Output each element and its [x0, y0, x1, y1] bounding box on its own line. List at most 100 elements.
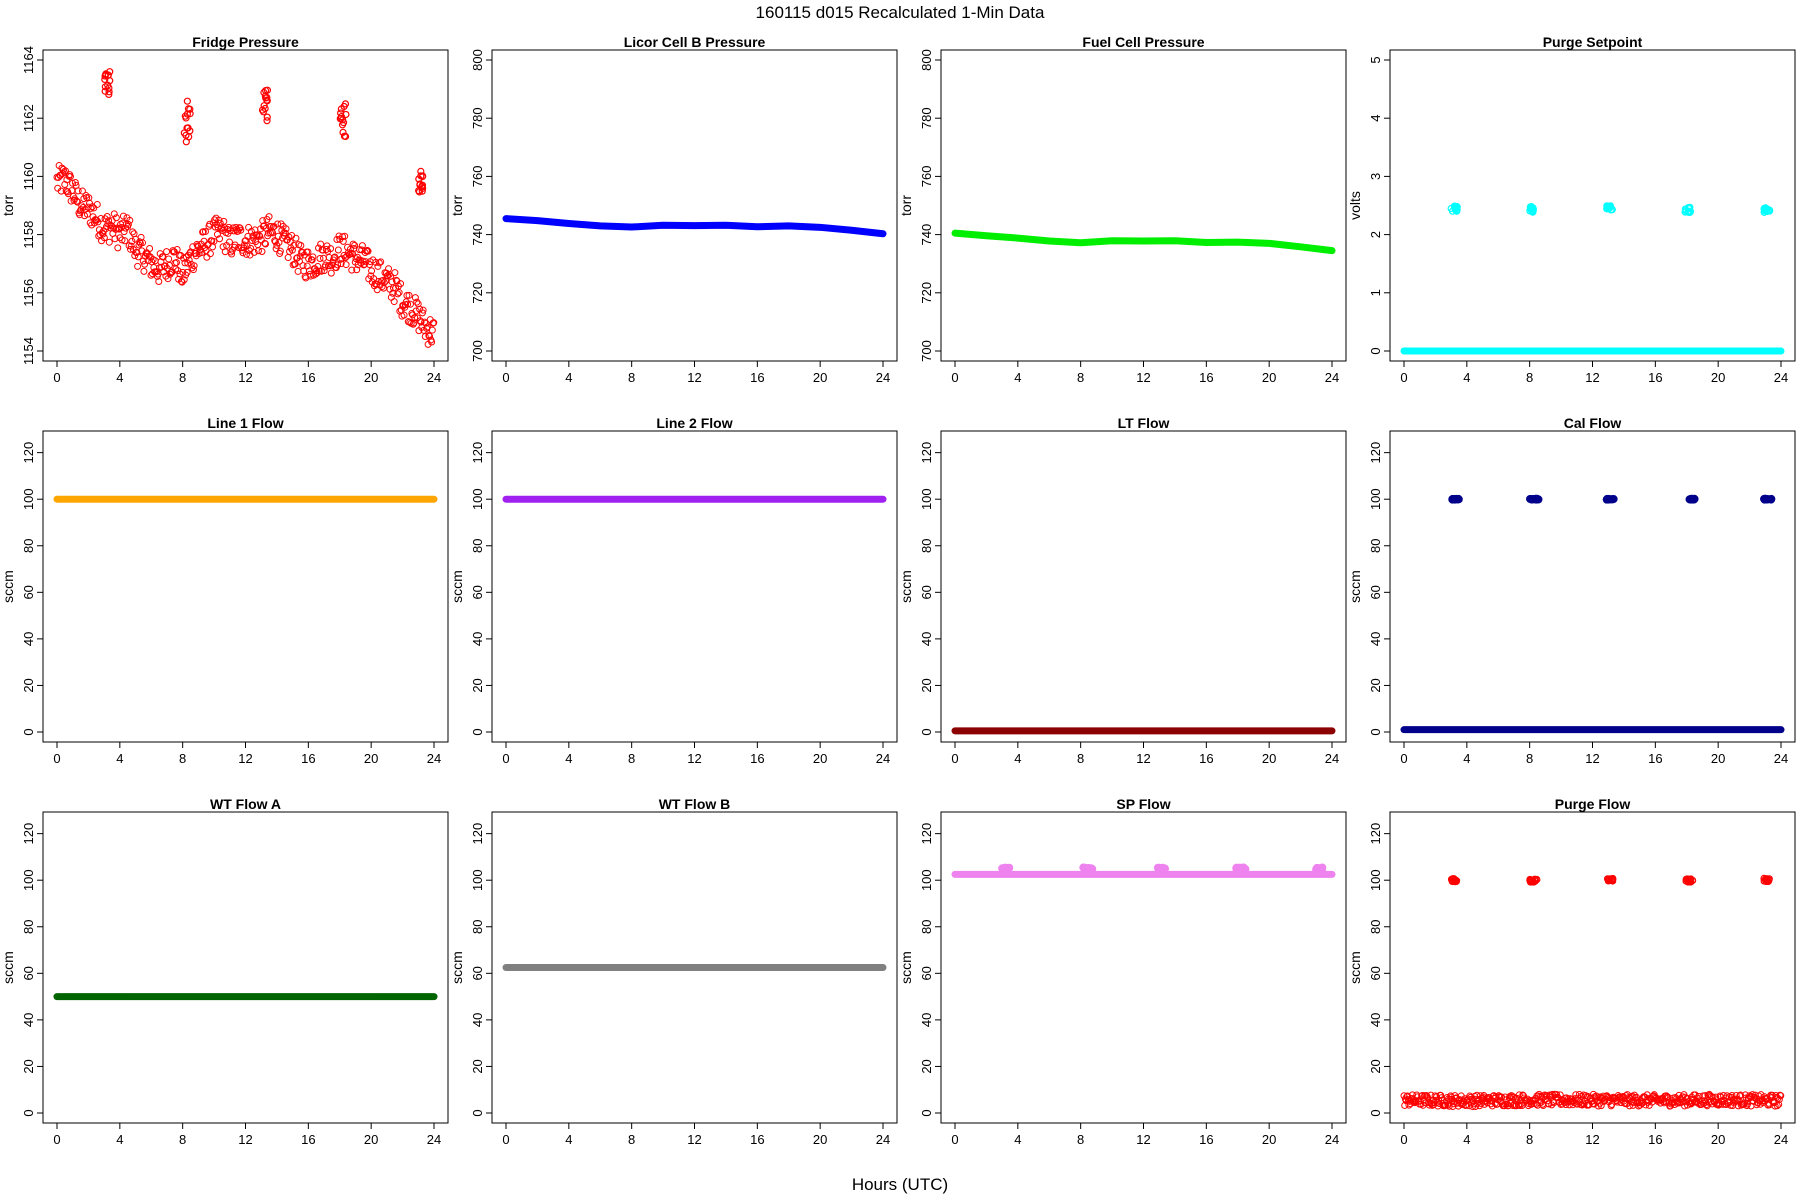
y-tick-label: 3	[1368, 173, 1383, 180]
data-point	[1486, 1094, 1494, 1102]
y-tick-label: 1162	[21, 104, 36, 132]
x-tick-label: 8	[179, 751, 186, 766]
plot-frame	[491, 49, 898, 362]
data-point	[1556, 1091, 1564, 1099]
data-point	[144, 257, 152, 265]
x-tick-label: 0	[1400, 751, 1407, 766]
data-point	[216, 235, 224, 243]
y-tick-label: 0	[1368, 728, 1383, 735]
data-point	[199, 228, 207, 236]
x-tick-label: 8	[628, 751, 635, 766]
data-point	[93, 216, 101, 224]
x-tick-label: 12	[238, 370, 252, 385]
y-tick-label: 700	[919, 340, 934, 362]
data-point	[139, 239, 147, 247]
data-point	[206, 220, 214, 228]
x-tick-label: 4	[1463, 1132, 1470, 1147]
y-tick-label: 80	[470, 920, 485, 934]
data-point	[319, 254, 327, 262]
spike-point	[1313, 864, 1322, 873]
data-point	[337, 260, 345, 268]
x-tick-label: 16	[750, 751, 764, 766]
x-tick-label: 24	[427, 370, 441, 385]
data-point	[1756, 1097, 1764, 1105]
y-tick-label: 20	[470, 1059, 485, 1073]
spike-point	[101, 83, 109, 91]
y-tick-label: 100	[919, 869, 934, 891]
data-point	[262, 240, 270, 248]
y-tick-label: 4	[1368, 115, 1383, 122]
data-point	[180, 276, 188, 284]
data-point	[210, 237, 218, 245]
x-tick-label: 20	[1262, 751, 1276, 766]
spike-point	[1449, 875, 1457, 883]
data-point	[183, 268, 191, 276]
data-point	[237, 226, 245, 234]
y-tick-label: 120	[1368, 442, 1383, 464]
data-point	[411, 314, 419, 322]
data-point	[414, 300, 422, 308]
data-point	[353, 266, 361, 274]
y-tick-label: 760	[919, 166, 934, 188]
chart-panel: Line 1 Flow sccm 0 4 8 12 16 20 24 0 20 40 60 80 100 12…	[0, 415, 449, 766]
data-point	[384, 272, 392, 280]
x-tick-label: 16	[301, 370, 315, 385]
plot-frame	[491, 430, 898, 743]
x-tick-label: 16	[1648, 751, 1662, 766]
y-tick-label: 760	[470, 166, 485, 188]
y-tick-label: 120	[470, 823, 485, 845]
data-point	[71, 178, 79, 186]
x-tick-label: 20	[364, 1132, 378, 1147]
spike-point	[340, 102, 348, 111]
data-point	[322, 245, 330, 253]
y-tick-label: 80	[21, 539, 36, 553]
x-tick-label: 8	[628, 1132, 635, 1147]
data-point	[93, 200, 101, 208]
spike-point	[101, 87, 109, 95]
data-point	[403, 291, 411, 299]
data-point	[66, 173, 74, 181]
data-point	[395, 289, 403, 297]
y-axis-label: torr	[0, 195, 16, 216]
data-point	[423, 323, 431, 331]
spike-point	[1527, 876, 1535, 884]
y-tick-label: 1160	[21, 162, 36, 190]
data-point	[363, 246, 371, 254]
x-tick-label: 24	[876, 1132, 890, 1147]
spike-point	[1157, 864, 1166, 873]
data-point	[368, 267, 376, 275]
data-point	[77, 206, 85, 214]
data-point	[54, 173, 62, 181]
y-tick-label: 1156	[21, 279, 36, 307]
x-tick-label: 24	[1325, 370, 1339, 385]
data-point	[341, 232, 349, 240]
panel-title: Line 2 Flow	[656, 415, 732, 431]
data-point	[288, 246, 296, 254]
x-tick-label: 12	[1585, 751, 1599, 766]
x-tick-label: 4	[116, 1132, 123, 1147]
data-point	[333, 235, 341, 243]
plot-frame	[940, 811, 1347, 1124]
data-point	[428, 338, 436, 346]
spike-point	[418, 183, 426, 191]
data-point	[1777, 1092, 1785, 1100]
x-tick-label: 16	[1199, 1132, 1213, 1147]
data-point	[290, 241, 298, 249]
data-point	[317, 267, 325, 275]
spike-point	[1531, 494, 1540, 503]
data-point	[404, 300, 412, 308]
spike-point	[1447, 204, 1455, 213]
spike-point	[1681, 208, 1689, 216]
spike-point	[1761, 495, 1770, 504]
figure-title: 160115 d015 Recalculated 1-Min Data	[756, 3, 1045, 22]
data-point	[428, 326, 436, 334]
data-point	[349, 240, 357, 248]
y-tick-label: 1164	[21, 46, 36, 74]
figure-xlabel: Hours (UTC)	[852, 1175, 948, 1194]
data-point	[314, 262, 322, 270]
data-point	[1582, 1093, 1590, 1101]
chart-panel: LT Flow sccm 0 4 8 12 16 20 24 0 20 40 60 80 100 120	[898, 415, 1347, 766]
x-tick-label: 4	[565, 1132, 572, 1147]
panel-title: LT Flow	[1118, 415, 1170, 431]
data-point	[146, 244, 154, 252]
